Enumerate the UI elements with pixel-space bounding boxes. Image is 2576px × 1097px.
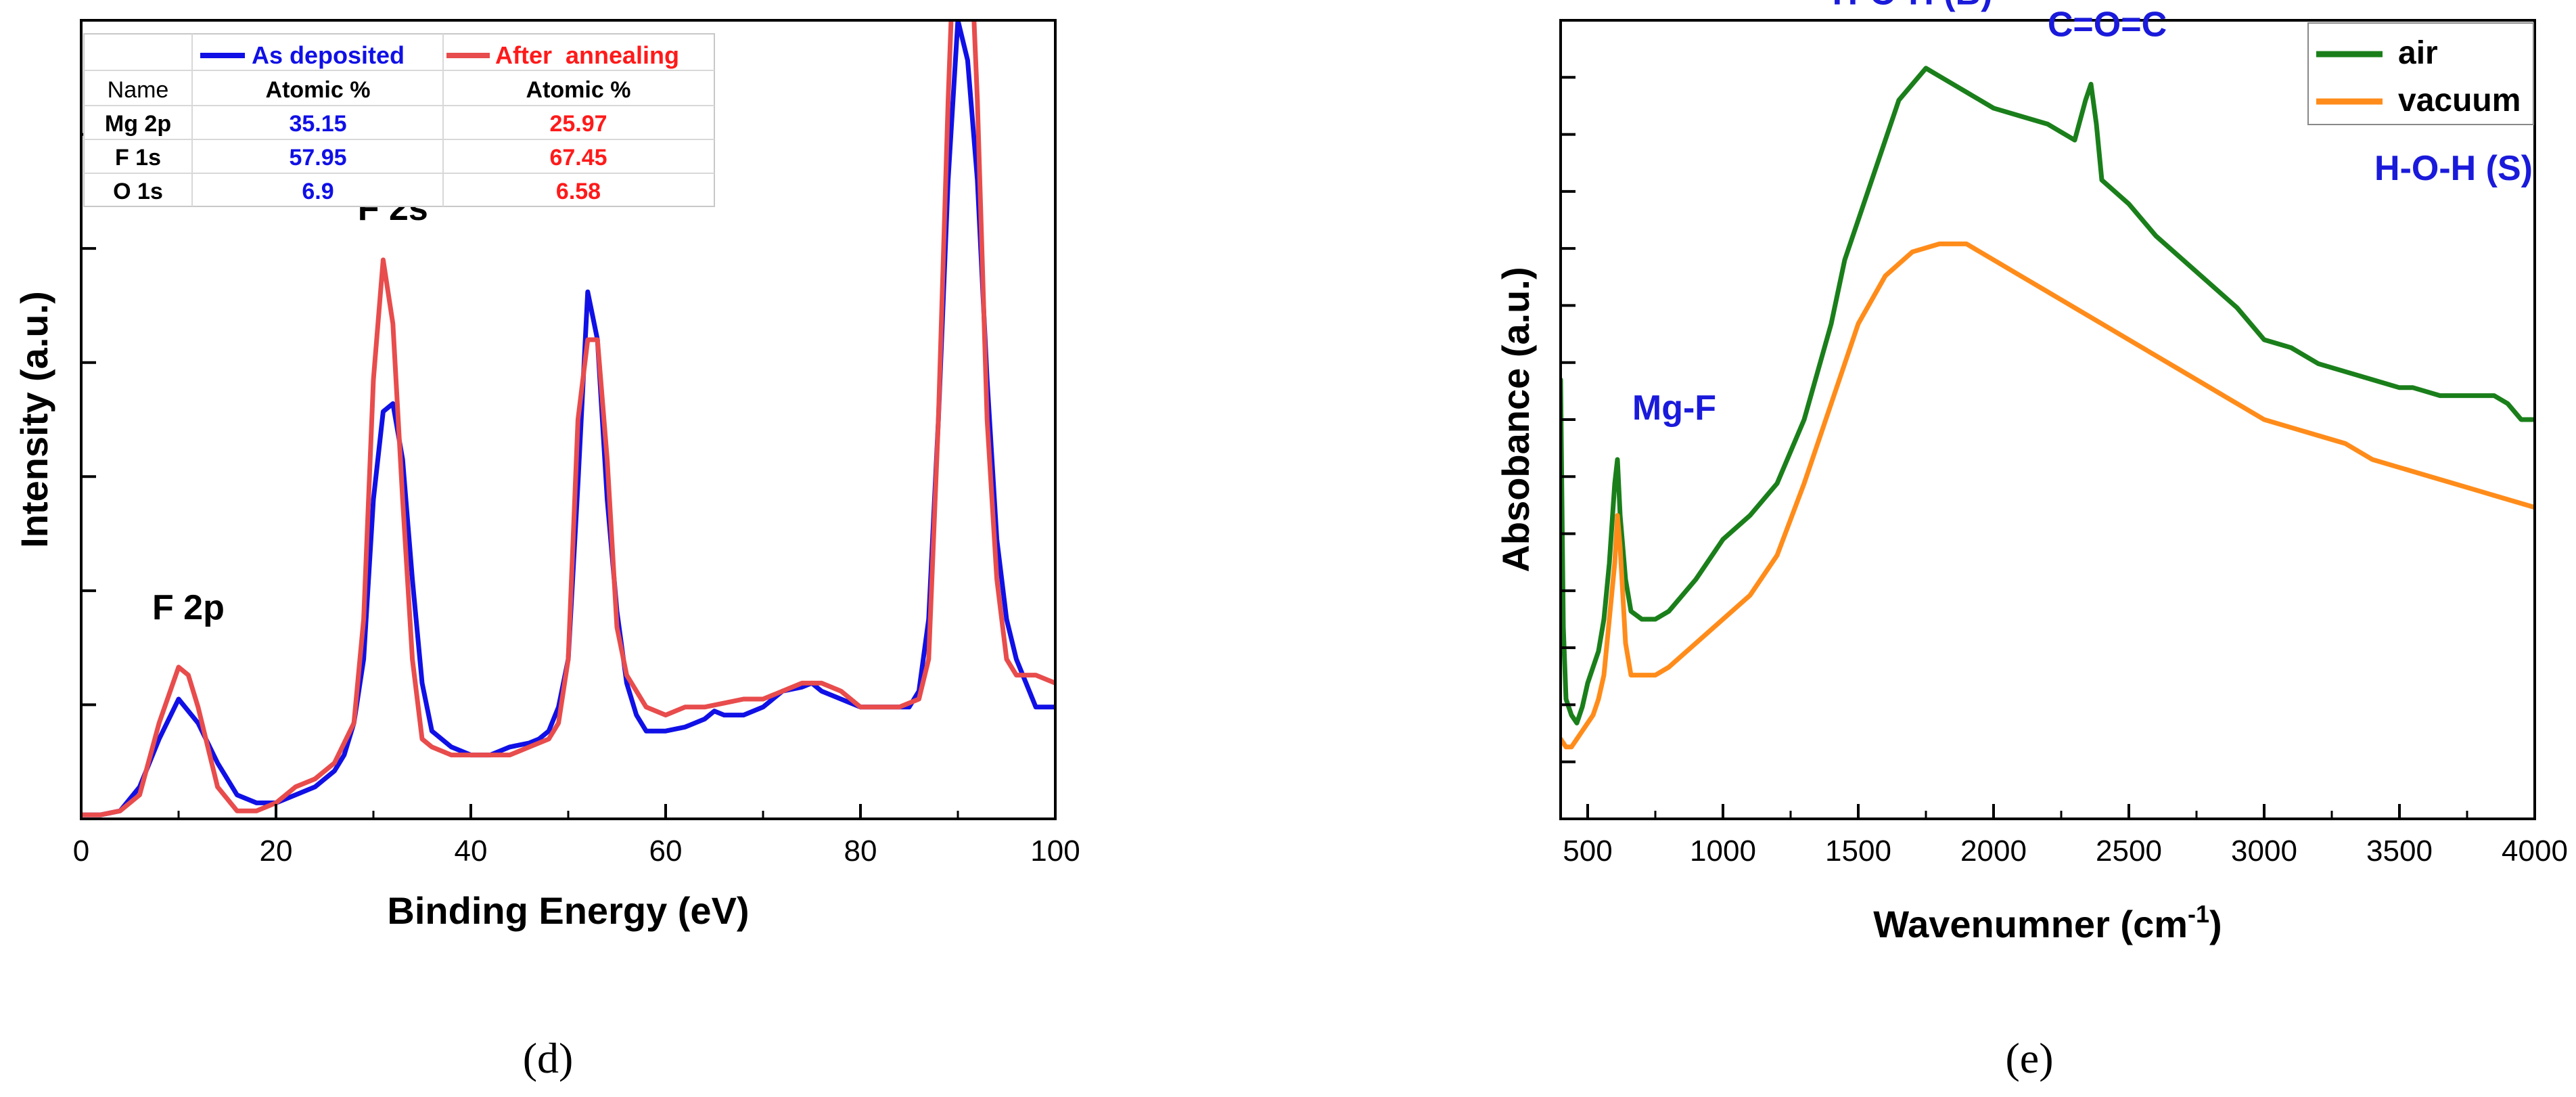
peak-label: Mg-F: [1632, 388, 1716, 428]
table-cell-deposited: 57.95: [289, 145, 346, 171]
table-cell-annealed: 6.58: [556, 179, 601, 204]
table-row-name: F 1s: [115, 145, 161, 171]
table-row-name: O 1s: [113, 179, 163, 204]
xps-x-ticks: 0 20 40 60 80 100: [73, 804, 1080, 868]
legend-frame: [2307, 22, 2534, 125]
x-tick-label: 60: [649, 834, 683, 868]
x-tick-label: 100: [1030, 834, 1080, 868]
table-header-name: Name: [108, 77, 169, 103]
panel-label-d: (d): [523, 1034, 574, 1082]
table-cell-annealed: 25.97: [549, 111, 607, 137]
ftir-y-axis-title: Absobance (a.u.): [1494, 267, 1537, 572]
legend-label-air: air: [2398, 35, 2438, 71]
table-frame: [83, 33, 715, 207]
legend-label-as-deposited: As deposited: [252, 41, 405, 69]
series-line-after-annealing: [81, 20, 1055, 818]
ftir-chart: 500 1000 1500 2000 2500 3000 3500 4000 Mg-F H-O-…: [1494, 0, 2568, 1082]
x-tick-label: 80: [844, 834, 877, 868]
xps-y-ticks: [81, 133, 96, 707]
panel-label-e: (e): [2005, 1034, 2053, 1082]
xps-x-axis-title: Binding Energy (eV): [387, 889, 749, 932]
x-tick-label: 500: [1563, 834, 1612, 868]
series-line-air: [1561, 66, 2535, 725]
x-tick-label: 3000: [2231, 834, 2297, 868]
table-cell-annealed: 67.45: [549, 145, 607, 171]
ftir-x-axis-title: Wavenumner (cm-1): [1873, 900, 2222, 945]
legend-label-after-annealing: After annealing: [495, 41, 679, 69]
x-tick-label: 3500: [2366, 834, 2433, 868]
peak-label: F 2p: [152, 588, 225, 627]
x-tick-label: 20: [260, 834, 293, 868]
table-header-annealed: Atomic %: [526, 77, 631, 103]
x-tick-label: 40: [455, 834, 488, 868]
atomic-percent-table: As deposited After annealing Name Atomic…: [83, 33, 715, 207]
x-tick-label: 4000: [2502, 834, 2568, 868]
peak-label: C=O=C: [2048, 5, 2167, 45]
table-cell-deposited: 35.15: [289, 111, 346, 137]
x-tick-label: 2500: [2096, 834, 2162, 868]
ftir-series-layer: [1561, 66, 2535, 750]
ftir-legend: air vacuum: [2307, 22, 2534, 125]
x-tick-label: 1000: [1690, 834, 1756, 868]
ftir-x-ticks: 500 1000 1500 2000 2500 3000 3500 4000: [1563, 804, 2568, 868]
x-tick-label: 2000: [1960, 834, 2027, 868]
legend-label-vacuum: vacuum: [2398, 83, 2521, 118]
ftir-y-ticks: [1561, 76, 1576, 763]
peak-label: H-O-H (B): [1833, 0, 1993, 12]
ftir-peak-labels: Mg-F H-O-H (B) C=O=C H-O-H (S): [1632, 0, 2533, 428]
x-tick-label: 0: [73, 834, 89, 868]
table-row-name: Mg 2p: [105, 111, 171, 137]
peak-label: H-O-H (S): [2374, 149, 2533, 188]
xps-y-axis-title: Intensity (a.u.): [13, 291, 55, 548]
series-line-vacuum: [1561, 241, 2535, 750]
table-cell-deposited: 6.9: [302, 179, 334, 204]
table-header-deposited: Atomic %: [266, 77, 371, 103]
x-tick-label: 1500: [1825, 834, 1891, 868]
xps-series-layer: [81, 20, 1055, 818]
